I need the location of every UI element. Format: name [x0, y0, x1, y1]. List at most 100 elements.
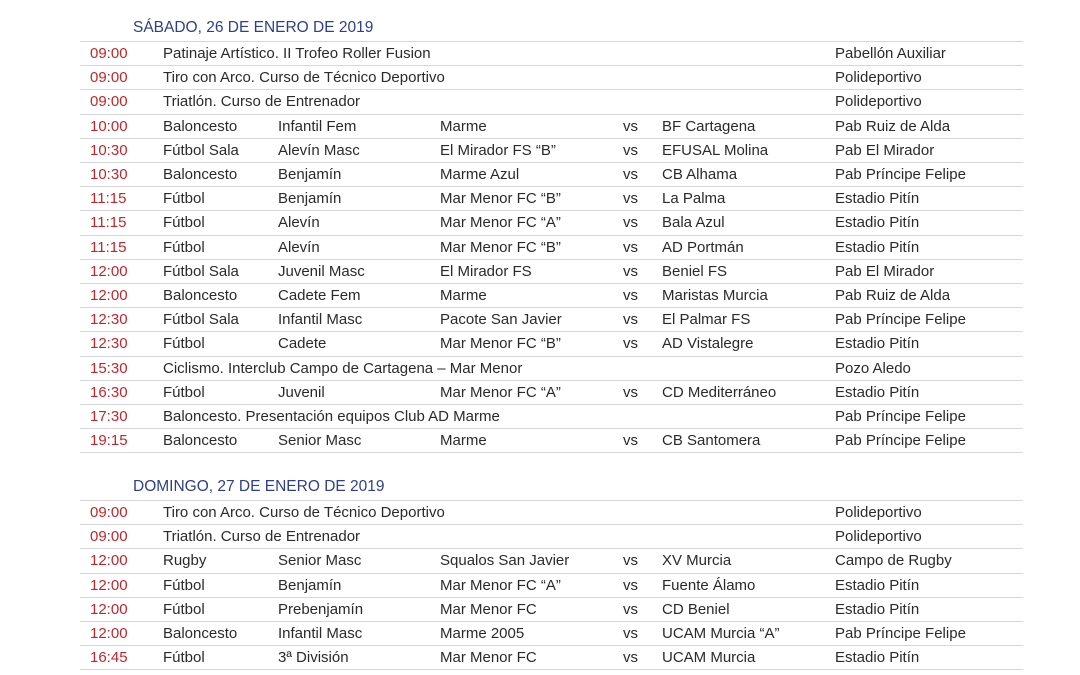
event-time: 12:30	[90, 311, 128, 329]
event-venue: Estadio Pitín	[835, 576, 920, 594]
home-team: El Mirador FS	[440, 262, 532, 280]
away-team: Maristas Murcia	[662, 287, 768, 304]
event-row: 11:15 Fútbol Benjamín Mar Menor FC “B” vs La …	[80, 186, 1023, 211]
away-team: BF Cartagena	[662, 117, 756, 135]
home-team: Marme	[440, 432, 487, 450]
versus-label: vs	[623, 214, 638, 232]
away-team: El Palmar FS	[662, 311, 751, 329]
event-row: 12:00 Baloncesto Cadete Fem Marme vs Maristas…	[80, 283, 1023, 308]
event-venue: Pab El Mirador	[835, 141, 935, 159]
versus-label: vs	[623, 141, 638, 159]
home-team: Marme	[440, 117, 487, 135]
event-category: Infantil Masc	[278, 625, 363, 642]
event-category: Infantil Masc	[278, 311, 363, 329]
event-venue: Pab El Mirador	[835, 262, 935, 280]
event-category: Cadete Fem	[278, 287, 361, 304]
away-team: CD Mediterráneo	[662, 383, 777, 401]
event-category: Cadete	[278, 335, 327, 353]
event-row: 12:00 Fútbol Prebenjamín Mar Menor FC vs CD B…	[80, 596, 1023, 622]
event-row: 10:00 Baloncesto Infantil Fem Marme vs BF Car…	[80, 113, 1023, 139]
away-team: Fuente Álamo	[662, 576, 756, 594]
away-team: XV Murcia	[662, 552, 732, 570]
event-venue: Pabellón Auxiliar	[835, 45, 946, 62]
event-sport: Fútbol	[163, 383, 205, 401]
home-team: Marme Azul	[440, 166, 520, 183]
event-category: Senior Masc	[278, 432, 362, 450]
home-team: Mar Menor FC “A”	[440, 576, 561, 594]
home-team: Mar Menor FC “A”	[440, 214, 561, 232]
event-venue: Pab Príncipe Felipe	[835, 311, 966, 329]
home-team: Mar Menor FC	[440, 600, 537, 618]
event-row: 15:30 Ciclismo. Interclub Campo de Cartag…	[80, 355, 1023, 381]
versus-label: vs	[623, 625, 638, 642]
event-venue: Estadio Pitín	[835, 238, 920, 256]
event-sport: Rugby	[163, 552, 207, 570]
away-team: UCAM Murcia “A”	[662, 625, 780, 642]
event-time: 10:30	[90, 141, 128, 159]
event-row: 11:15 Fútbol Alevín Mar Menor FC “B” vs AD Po…	[80, 234, 1023, 260]
event-sport: Fútbol	[163, 214, 205, 232]
event-row: 17:30 Baloncesto. Presentación equipos Cl…	[80, 404, 1023, 429]
home-team: Pacote San Javier	[440, 311, 562, 329]
versus-label: vs	[623, 117, 638, 135]
event-description: Triatlón. Curso de Entrenador	[163, 528, 361, 546]
event-time: 16:45	[90, 649, 128, 667]
away-team: Beniel FS	[662, 262, 728, 280]
versus-label: vs	[623, 166, 638, 183]
event-time: 09:00	[90, 93, 128, 111]
event-sport: Fútbol	[163, 335, 205, 353]
event-time: 12:30	[90, 335, 128, 353]
versus-label: vs	[623, 383, 638, 401]
event-venue: Estadio Pitín	[835, 383, 920, 401]
event-category: 3ª División	[278, 649, 349, 667]
event-row: 09:00 Triatlón. Curso de Entrenador Polide…	[80, 524, 1023, 549]
event-venue: Pab Príncipe Felipe	[835, 166, 966, 183]
event-sport: Fútbol	[163, 190, 205, 208]
versus-label: vs	[623, 287, 638, 304]
event-sport: Fútbol Sala	[163, 262, 239, 280]
event-venue: Estadio Pitín	[835, 649, 920, 667]
event-sport: Baloncesto	[163, 625, 238, 642]
event-time: 12:00	[90, 287, 128, 304]
event-sport: Fútbol	[163, 576, 205, 594]
event-row: 12:30 Fútbol Sala Infantil Masc Pacote San …	[80, 307, 1023, 332]
away-team: UCAM Murcia	[662, 649, 756, 667]
event-time: 12:00	[90, 552, 128, 570]
event-time: 16:30	[90, 383, 128, 401]
event-venue: Estadio Pitín	[835, 190, 920, 208]
away-team: La Palma	[662, 190, 726, 208]
home-team: Mar Menor FC “B”	[440, 238, 561, 256]
event-sport: Fútbol	[163, 649, 205, 667]
away-team: EFUSAL Molina	[662, 141, 769, 159]
event-description: Ciclismo. Interclub Campo de Cartagena –…	[163, 359, 523, 377]
event-row: 12:00 Rugby Senior Masc Squalos San Javier v…	[80, 548, 1023, 573]
event-description: Tiro con Arco. Curso de Técnico Deportiv…	[163, 504, 445, 521]
event-venue: Estadio Pitín	[835, 214, 920, 232]
event-row: 16:30 Fútbol Juvenil Mar Menor FC “A” vs CD M…	[80, 379, 1023, 405]
event-time: 09:00	[90, 504, 128, 521]
away-team: CD Beniel	[662, 600, 730, 618]
away-team: CB Alhama	[662, 166, 738, 183]
event-category: Juvenil	[278, 383, 325, 401]
event-row: 09:00 Tiro con Arco. Curso de Técnico Dep…	[80, 500, 1023, 525]
event-venue: Campo de Rugby	[835, 552, 952, 570]
versus-label: vs	[623, 432, 638, 450]
event-description: Baloncesto. Presentación equipos Club AD…	[163, 408, 500, 425]
event-venue: Polideportivo	[835, 504, 922, 521]
event-sport: Baloncesto	[163, 432, 238, 450]
event-sport: Fútbol Sala	[163, 311, 239, 329]
event-time: 09:00	[90, 69, 128, 87]
event-time: 12:00	[90, 625, 128, 642]
home-team: Mar Menor FC “A”	[440, 383, 561, 401]
home-team: Squalos San Javier	[440, 552, 570, 570]
event-row: 09:00 Patinaje Artístico. II Trofeo Rolle…	[80, 41, 1023, 66]
event-category: Infantil Fem	[278, 117, 357, 135]
event-row: 11:15 Fútbol Alevín Mar Menor FC “A” vs Bala …	[80, 210, 1023, 235]
event-sport: Baloncesto	[163, 166, 238, 183]
event-row: 12:00 Baloncesto Infantil Masc Marme 2005 vs…	[80, 621, 1023, 646]
versus-label: vs	[623, 600, 638, 618]
event-row: 12:30 Fútbol Cadete Mar Menor FC “B” vs AD Vi…	[80, 331, 1023, 356]
event-time: 15:30	[90, 359, 128, 377]
event-venue: Pab Príncipe Felipe	[835, 625, 966, 642]
event-sport: Baloncesto	[163, 287, 238, 304]
